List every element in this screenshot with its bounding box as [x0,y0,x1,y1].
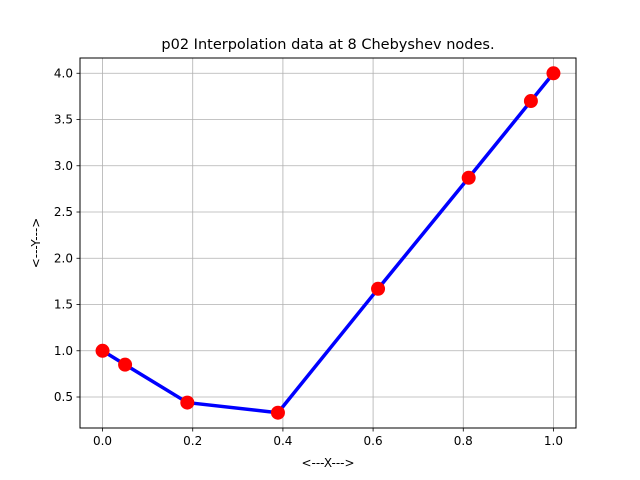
y-axis: 0.5 1.0 1.5 2.0 2.5 3.0 3.5 4.0 [54,66,80,404]
y-tick-label: 4.0 [54,66,73,80]
plot-frame [79,57,577,429]
x-tick-label: 0.6 [364,434,383,448]
y-tick-label: 1.5 [54,298,73,312]
series-line [100,71,556,415]
x-tick-label: 0.2 [183,434,202,448]
data-point [371,281,386,296]
data-point [546,66,561,81]
y-tick-label: 3.5 [54,113,73,127]
x-axis-label: <---X---> [301,456,354,470]
y-tick-label: 3.0 [54,159,73,173]
x-axis: 0.0 0.2 0.4 0.6 0.8 1.0 [93,428,563,448]
x-tick-label: 0.8 [454,434,473,448]
x-tick-label: 0.0 [93,434,112,448]
data-point [461,170,476,185]
x-tick-label: 0.4 [273,434,292,448]
y-tick-label: 1.0 [54,344,73,358]
series-group [95,66,561,420]
y-tick-label: 0.5 [54,390,73,404]
data-point [95,343,110,358]
y-tick-label: 2.5 [54,205,73,219]
y-tick-label: 2.0 [54,251,73,265]
grid [80,58,576,428]
data-point [118,357,133,372]
y-axis-label: <---Y---> [29,218,43,269]
data-point [180,395,195,410]
chart-title: p02 Interpolation data at 8 Chebyshev no… [161,37,494,53]
x-tick-label: 1.0 [544,434,563,448]
data-point [523,94,538,109]
data-point [270,405,285,420]
